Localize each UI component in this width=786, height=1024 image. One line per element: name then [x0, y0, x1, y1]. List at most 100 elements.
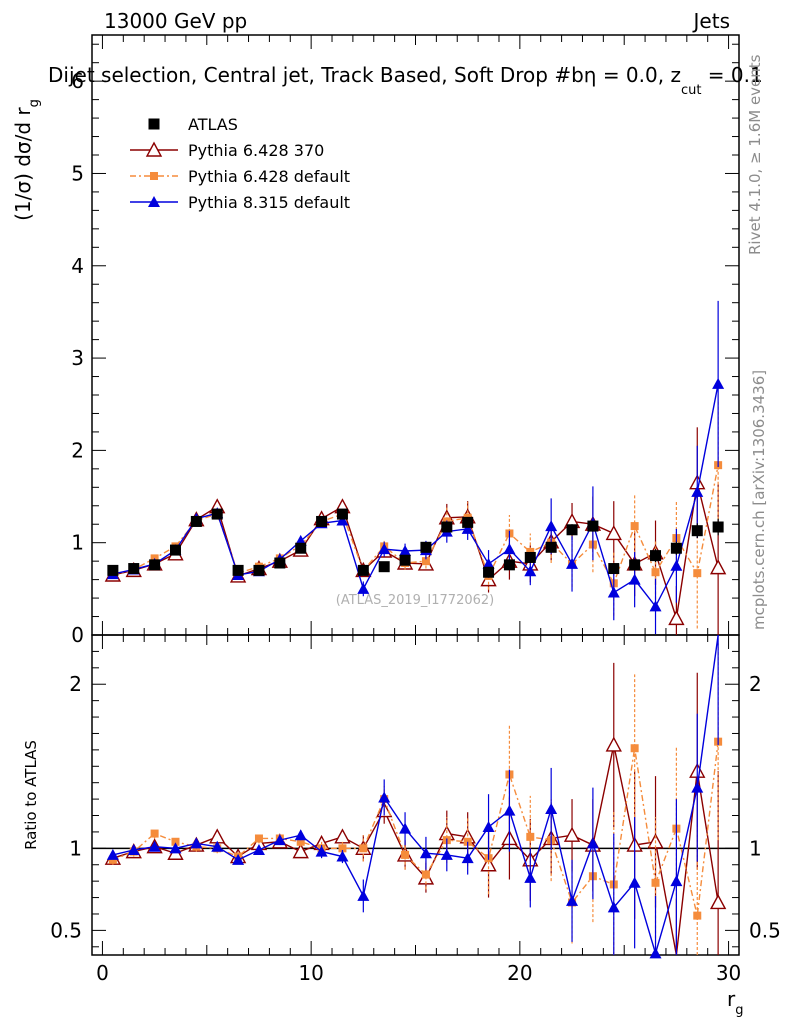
mcplots-source-label: mcplots.cern.ch [arXiv:1306.3436]	[750, 370, 768, 630]
main-data-point	[524, 565, 537, 577]
main-data-point	[295, 542, 307, 554]
process-label: Jets	[692, 9, 730, 33]
ratio-data-point	[292, 843, 309, 859]
main-y-axis-title-text: (1/σ) dσ/d r	[11, 107, 35, 221]
main-data-point	[461, 522, 474, 534]
main-y-axis-title-sub: g	[27, 99, 42, 107]
main-data-point	[524, 551, 536, 563]
ratio-data-point	[232, 853, 245, 865]
legend-label: Pythia 8.315 default	[188, 193, 350, 212]
ratio-data-point	[106, 848, 119, 860]
legend-label: Pythia 6.428 default	[188, 167, 350, 186]
main-data-point	[169, 544, 181, 556]
ratio-y-tick-label: 2	[69, 672, 82, 696]
ratio-y-tick-label-right: 1	[749, 836, 762, 860]
main-data-point	[503, 559, 515, 571]
main-data-point	[691, 485, 704, 497]
main-y-tick-label: 3	[71, 346, 84, 370]
rivet-version-label: Rivet 4.1.0, ≥ 1.6M events	[746, 54, 764, 255]
main-y-tick-label: 6	[71, 69, 84, 93]
ratio-data-point	[336, 850, 349, 862]
ratio-data-point	[630, 744, 639, 753]
energy-label: 13000 GeV pp	[104, 9, 247, 33]
main-data-point	[712, 521, 724, 533]
ratio-data-point	[296, 837, 305, 846]
main-y-tick-label: 5	[71, 161, 84, 185]
main-data-point	[545, 541, 557, 553]
ratio-data-point	[482, 821, 495, 832]
main-data-point	[709, 559, 727, 575]
ratio-data-point	[190, 837, 203, 849]
main-data-point	[630, 522, 639, 531]
main-data-point	[421, 557, 430, 566]
ratio-data-point	[273, 834, 286, 846]
main-data-point	[629, 559, 641, 571]
ratio-series-pythia-8-315-default	[106, 634, 719, 959]
main-data-point	[107, 564, 119, 576]
main-series-pythia-8-315-default	[106, 300, 725, 635]
ratio-y-tick-label-right: 2	[749, 672, 762, 696]
ratio-data-point	[461, 852, 474, 864]
main-y-tick-label: 0	[71, 623, 84, 647]
main-data-point	[462, 516, 474, 528]
main-data-point	[605, 524, 622, 541]
ratio-series-line	[112, 634, 719, 956]
ratio-data-point	[605, 736, 622, 752]
main-data-point	[670, 559, 683, 571]
ratio-data-point	[607, 901, 620, 913]
legend-marker	[145, 141, 163, 157]
legend-marker	[148, 118, 160, 130]
main-data-point	[545, 520, 558, 532]
ratio-data-point	[171, 837, 180, 846]
main-axis-ticks: 0 1 2 3 4 5 6	[71, 35, 739, 647]
ratio-data-point	[691, 781, 704, 793]
ratio-data-point	[338, 844, 347, 853]
ratio-data-point	[127, 843, 140, 855]
main-y-axis-title: (1/σ) dσ/d rg	[11, 99, 42, 221]
main-data-point	[503, 543, 516, 555]
main-data-point	[691, 525, 703, 537]
legend-marker	[148, 196, 160, 207]
ratio-data-point	[526, 832, 535, 841]
x-tick-label: 20	[507, 961, 532, 985]
ratio-data-point	[586, 837, 599, 849]
main-data-point	[607, 586, 620, 598]
ratio-data-point	[421, 870, 430, 879]
main-data-point	[483, 566, 495, 578]
ratio-y-tick-label: 1	[69, 836, 82, 860]
ratio-series-pythia-6-428-default	[108, 643, 723, 955]
ratio-series-line	[112, 744, 719, 956]
main-data-point	[420, 541, 432, 553]
main-data-point	[357, 564, 369, 576]
main-data-point	[190, 515, 202, 527]
ratio-data-point	[503, 804, 516, 816]
main-data-point	[712, 377, 725, 389]
ratio-y-axis-title: Ratio to ATLAS	[22, 740, 40, 850]
ratio-data-point	[334, 828, 351, 844]
ratio-data-point	[440, 848, 453, 860]
main-y-tick-label: 1	[71, 531, 84, 555]
main-series-group	[104, 300, 727, 635]
main-data-point	[336, 514, 349, 526]
x-axis-title-text: r	[727, 987, 736, 1011]
ratio-data-point	[651, 878, 660, 887]
main-data-point	[357, 582, 370, 594]
main-data-point	[399, 554, 411, 566]
ratio-axis-ticks: 0.5 0.51 12 20 10 20 30	[50, 635, 781, 985]
main-series-line	[112, 383, 719, 608]
ratio-series-group	[92, 634, 739, 959]
plot-title-eta: η = 0.0, z	[584, 63, 681, 87]
ratio-data-point	[357, 889, 370, 901]
x-tick-label: 0	[96, 961, 109, 985]
legend-label: ATLAS	[188, 115, 238, 134]
ratio-y-tick-label: 0.5	[50, 918, 82, 942]
ratio-data-point	[524, 871, 537, 883]
main-data-point	[526, 547, 535, 556]
ratio-data-point	[148, 840, 161, 852]
ratio-data-point	[294, 829, 307, 841]
main-data-point	[693, 569, 702, 578]
legend-entry: Pythia 6.428 370	[130, 141, 324, 160]
analysis-watermark: (ATLAS_2019_I1772062)	[336, 593, 494, 608]
ratio-y-tick-label-right: 0.5	[749, 918, 781, 942]
main-data-point	[608, 563, 620, 575]
